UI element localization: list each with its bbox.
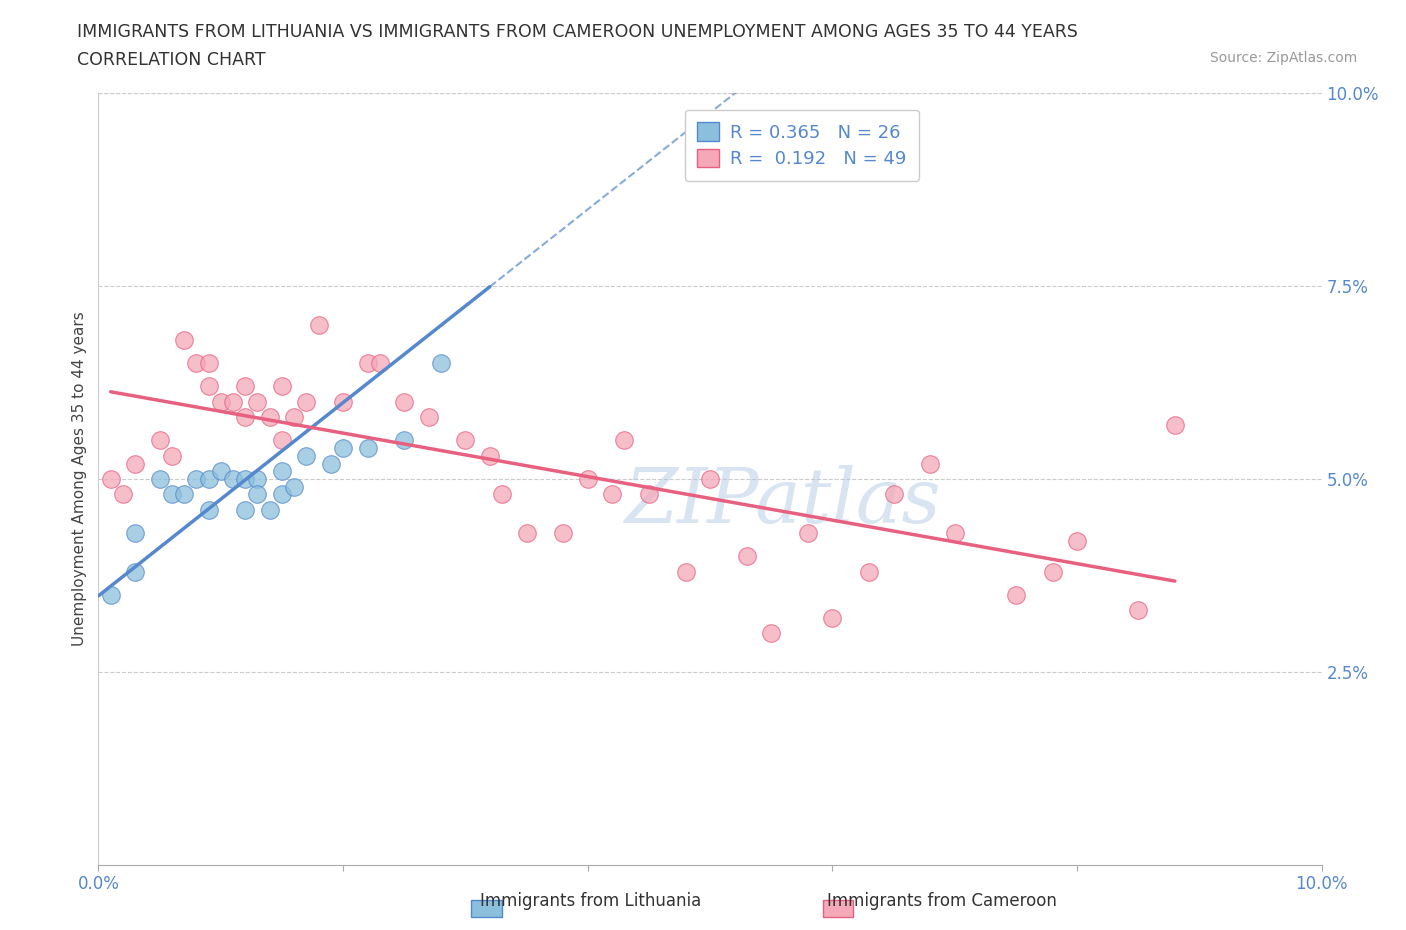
Point — [197, 356, 219, 371]
Point — [392, 394, 416, 409]
Point — [209, 394, 232, 409]
Point — [270, 464, 292, 479]
Point — [100, 472, 122, 486]
Point — [675, 565, 697, 579]
Point — [233, 410, 256, 425]
Text: CORRELATION CHART: CORRELATION CHART — [77, 51, 266, 69]
Point — [392, 433, 416, 448]
Point — [246, 394, 269, 409]
Point — [186, 472, 208, 486]
Point — [759, 626, 782, 641]
Point — [553, 525, 575, 540]
Point — [100, 588, 122, 603]
Text: IMMIGRANTS FROM LITHUANIA VS IMMIGRANTS FROM CAMEROON UNEMPLOYMENT AMONG AGES 35: IMMIGRANTS FROM LITHUANIA VS IMMIGRANTS … — [77, 23, 1078, 41]
Point — [1164, 418, 1187, 432]
Point — [173, 487, 195, 502]
Point — [160, 448, 183, 463]
Point — [233, 472, 256, 486]
Point — [209, 464, 232, 479]
Point — [478, 24, 501, 39]
Point — [149, 433, 172, 448]
Point — [283, 479, 305, 494]
Point — [1066, 533, 1088, 548]
Point — [222, 394, 245, 409]
Point — [883, 487, 905, 502]
Point — [319, 456, 342, 471]
Point — [920, 456, 942, 471]
Point — [943, 525, 966, 540]
Point — [246, 487, 269, 502]
Point — [283, 410, 305, 425]
Point — [259, 502, 281, 517]
Point — [418, 410, 440, 425]
Point — [270, 433, 292, 448]
Point — [356, 356, 378, 371]
Point — [516, 525, 538, 540]
Point — [295, 448, 318, 463]
Point — [797, 525, 820, 540]
Point — [637, 487, 661, 502]
Point — [111, 487, 134, 502]
Point — [1042, 565, 1064, 579]
Point — [186, 356, 208, 371]
Point — [356, 441, 378, 456]
Point — [368, 356, 391, 371]
Point — [124, 525, 146, 540]
Text: Immigrants from Lithuania: Immigrants from Lithuania — [479, 892, 702, 910]
Point — [246, 472, 269, 486]
Point — [430, 356, 453, 371]
Point — [454, 433, 477, 448]
Text: ZIPatlas: ZIPatlas — [626, 465, 942, 539]
Point — [222, 472, 245, 486]
Y-axis label: Unemployment Among Ages 35 to 44 years: Unemployment Among Ages 35 to 44 years — [72, 312, 87, 646]
Point — [1128, 603, 1150, 618]
Point — [259, 410, 281, 425]
Point — [613, 433, 636, 448]
Point — [270, 487, 292, 502]
Point — [699, 472, 721, 486]
Point — [124, 565, 146, 579]
Point — [149, 472, 172, 486]
Point — [576, 472, 599, 486]
Point — [295, 394, 318, 409]
Point — [197, 379, 219, 393]
Point — [821, 610, 844, 625]
Point — [735, 549, 758, 564]
Point — [1004, 588, 1026, 603]
Point — [478, 448, 501, 463]
Point — [491, 487, 513, 502]
Point — [197, 472, 219, 486]
Point — [233, 379, 256, 393]
Point — [270, 379, 292, 393]
Point — [332, 441, 354, 456]
Point — [600, 487, 623, 502]
Point — [124, 456, 146, 471]
Point — [332, 394, 354, 409]
Text: Immigrants from Cameroon: Immigrants from Cameroon — [827, 892, 1057, 910]
Point — [233, 502, 256, 517]
Point — [308, 317, 330, 332]
Point — [858, 565, 880, 579]
Legend: R = 0.365   N = 26, R =  0.192   N = 49: R = 0.365 N = 26, R = 0.192 N = 49 — [685, 110, 920, 181]
Point — [173, 333, 195, 348]
Point — [160, 487, 183, 502]
Point — [197, 502, 219, 517]
Text: Source: ZipAtlas.com: Source: ZipAtlas.com — [1209, 51, 1357, 65]
